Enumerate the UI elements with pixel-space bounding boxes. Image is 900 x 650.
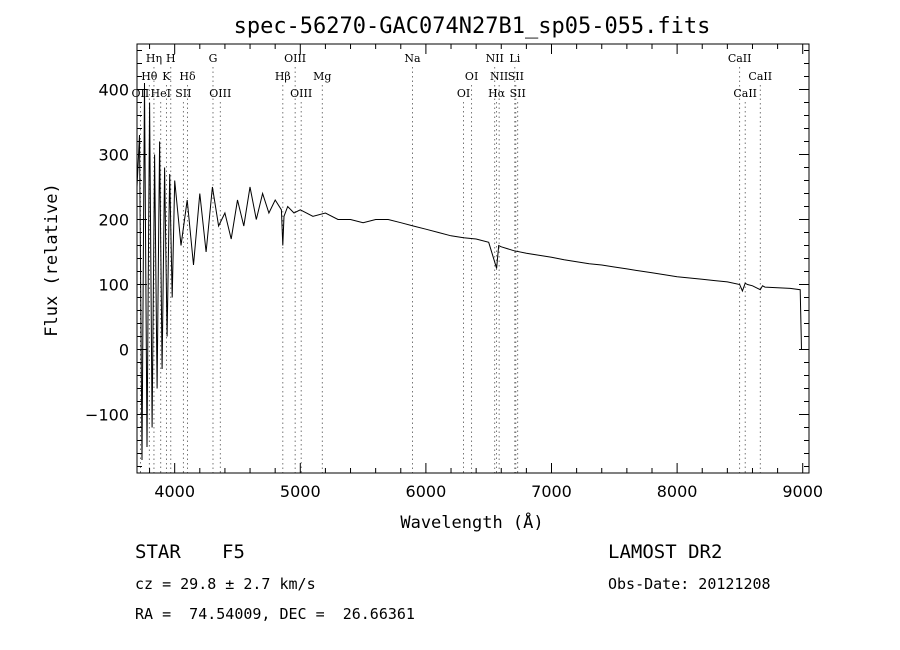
spectral-line-label: NII	[490, 70, 508, 83]
x-tick-label: 6000	[406, 482, 447, 501]
x-tick-label: 8000	[657, 482, 698, 501]
spectral-line-label: H	[166, 52, 176, 65]
spectrum-line	[136, 82, 803, 461]
spectral-line-label: CaII	[733, 87, 757, 100]
x-axis-ticks: 4000 5000 6000 7000 8000 9000	[149, 44, 823, 501]
spectral-line-label: K	[162, 70, 171, 83]
object-subclass: F5	[222, 541, 245, 563]
spectral-line-label: OI	[465, 70, 478, 83]
spectral-line-label: OII	[132, 87, 150, 100]
spectral-line-label: CaII	[748, 70, 772, 83]
y-tick-label: 100	[98, 276, 129, 295]
survey-name: LAMOST DR2	[608, 541, 723, 563]
spectral-line-label: SII	[508, 70, 524, 83]
spectral-line-label: Hα	[488, 87, 506, 100]
spectral-line-label: CaII	[728, 52, 752, 65]
y-tick-label: 300	[98, 146, 129, 165]
spectral-line-label: NII	[486, 52, 504, 65]
x-tick-label: 9000	[782, 482, 823, 501]
y-tick-label: 400	[98, 81, 129, 100]
spectral-line-label: SII	[175, 87, 191, 100]
y-tick-label: 200	[98, 211, 129, 230]
spectral-line-label: Hδ	[179, 70, 196, 83]
spectral-line-label: OIII	[284, 52, 306, 65]
x-tick-label: 7000	[531, 482, 572, 501]
observation-date: Obs-Date: 20121208	[608, 575, 771, 593]
spectral-line-label: Mg	[313, 70, 331, 83]
spectral-line-label: SII	[510, 87, 526, 100]
y-tick-label: 0	[119, 341, 129, 360]
spectral-line-label: Hη	[146, 52, 162, 65]
x-tick-label: 5000	[280, 482, 321, 501]
spectral-line-markers	[139, 67, 761, 473]
y-tick-label: −100	[85, 406, 129, 425]
spectral-line-label: HeI	[151, 87, 171, 100]
plot-frame	[136, 43, 810, 474]
y-axis-ticks: −100 0 100 200 300 400	[85, 50, 809, 467]
spectral-line-label: OIII	[290, 87, 312, 100]
spectral-line-label: OIII	[209, 87, 231, 100]
spectral-line-label: Hβ	[275, 70, 291, 83]
object-class: STAR	[135, 541, 181, 563]
spectral-line-label: Na	[404, 52, 421, 65]
ra-dec: RA = 74.54009, DEC = 26.66361	[135, 605, 415, 623]
spectral-line-label: G	[209, 52, 218, 65]
y-axis-label: Flux (relative)	[42, 183, 62, 337]
spectral-line-label: Hθ	[141, 70, 158, 83]
x-axis-label: Wavelength (Å)	[400, 511, 543, 533]
chart-title: spec-56270-GAC074N27B1_sp05-055.fits	[234, 14, 711, 39]
spectral-line-label: Li	[509, 52, 520, 65]
spectral-line-label: OI	[457, 87, 470, 100]
x-tick-label: 4000	[154, 482, 195, 501]
redshift-cz: cz = 29.8 ± 2.7 km/s	[135, 575, 316, 593]
